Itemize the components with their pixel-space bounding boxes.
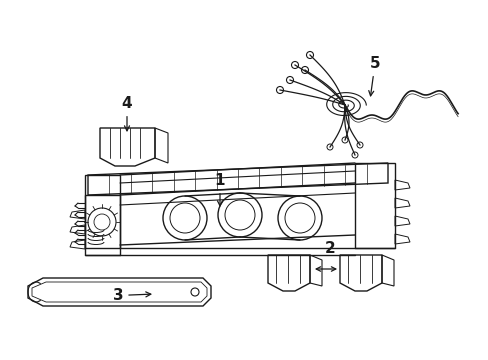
Text: 1: 1 [214, 173, 225, 206]
Text: 2: 2 [324, 240, 335, 256]
Text: 4: 4 [122, 96, 132, 131]
Text: 5: 5 [368, 56, 380, 96]
Text: 3: 3 [112, 288, 150, 303]
